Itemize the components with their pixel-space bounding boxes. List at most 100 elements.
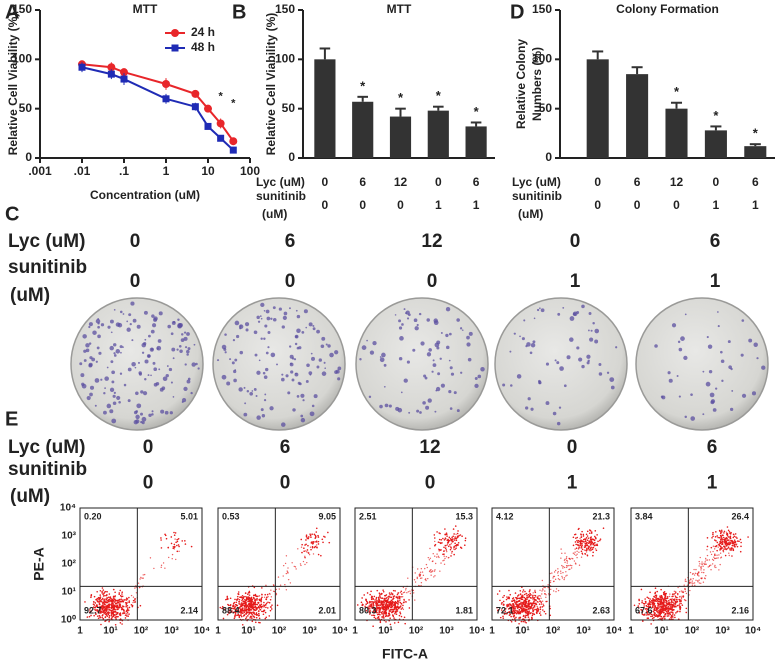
event bbox=[672, 610, 674, 612]
table-cell: 0 bbox=[397, 198, 404, 212]
event bbox=[532, 607, 534, 609]
event bbox=[723, 549, 724, 550]
event bbox=[166, 538, 168, 540]
event bbox=[447, 544, 448, 545]
colony bbox=[97, 347, 100, 350]
colony bbox=[233, 379, 237, 383]
x-tick-label: 10¹ bbox=[378, 626, 393, 637]
colony bbox=[300, 394, 304, 398]
event bbox=[261, 607, 263, 609]
event bbox=[389, 617, 391, 619]
colony bbox=[279, 308, 282, 311]
event bbox=[713, 556, 714, 557]
event bbox=[685, 591, 686, 592]
x-tick-label: 10⁴ bbox=[745, 626, 761, 637]
event bbox=[594, 530, 596, 532]
colony bbox=[301, 418, 305, 422]
event bbox=[713, 546, 714, 547]
table-cell: 1 bbox=[473, 198, 480, 212]
event bbox=[719, 537, 721, 539]
event bbox=[111, 607, 113, 609]
event bbox=[327, 532, 329, 534]
event bbox=[134, 602, 135, 603]
event bbox=[524, 616, 526, 618]
event bbox=[718, 569, 719, 570]
event bbox=[533, 601, 535, 603]
event bbox=[390, 607, 392, 609]
colony bbox=[134, 411, 137, 414]
event bbox=[402, 605, 404, 607]
colony bbox=[399, 326, 402, 329]
condition-value: 1 bbox=[567, 473, 578, 494]
event bbox=[603, 527, 605, 529]
event bbox=[665, 602, 667, 604]
colony bbox=[322, 371, 327, 376]
event bbox=[373, 601, 375, 603]
colony bbox=[316, 366, 319, 369]
event bbox=[587, 530, 589, 532]
event bbox=[717, 537, 719, 539]
colony bbox=[562, 307, 564, 309]
x-tick-label: 10⁴ bbox=[469, 626, 485, 637]
event bbox=[249, 610, 251, 612]
event bbox=[550, 589, 551, 590]
event bbox=[267, 594, 269, 596]
event bbox=[529, 590, 530, 591]
event bbox=[246, 596, 248, 598]
x-tick-label: 10³ bbox=[439, 626, 454, 637]
bar bbox=[390, 117, 411, 158]
event bbox=[708, 566, 709, 567]
event bbox=[252, 603, 254, 605]
condition-value: 1 bbox=[570, 271, 581, 292]
colony bbox=[415, 326, 419, 330]
colony bbox=[327, 344, 330, 347]
colony bbox=[235, 321, 240, 326]
event bbox=[430, 575, 431, 576]
event bbox=[588, 542, 590, 544]
event bbox=[540, 611, 541, 612]
colony bbox=[525, 406, 528, 409]
colony bbox=[142, 417, 147, 422]
event bbox=[705, 578, 706, 579]
event bbox=[681, 597, 682, 598]
event bbox=[712, 563, 713, 564]
event bbox=[449, 537, 451, 539]
colony bbox=[534, 318, 536, 320]
colony bbox=[264, 310, 266, 312]
event bbox=[594, 536, 596, 538]
event bbox=[385, 598, 387, 600]
event bbox=[680, 607, 682, 609]
event bbox=[150, 557, 151, 558]
event bbox=[456, 545, 458, 547]
colony bbox=[607, 372, 609, 374]
event bbox=[391, 611, 393, 613]
event bbox=[665, 594, 667, 596]
event bbox=[268, 615, 270, 617]
event bbox=[529, 596, 530, 597]
event bbox=[574, 552, 575, 553]
event bbox=[577, 544, 578, 545]
colony bbox=[222, 375, 227, 380]
colony bbox=[728, 340, 731, 343]
event bbox=[585, 544, 586, 545]
event bbox=[532, 608, 533, 609]
event bbox=[709, 559, 710, 560]
colony bbox=[401, 392, 403, 394]
event bbox=[654, 596, 656, 598]
event bbox=[566, 558, 567, 559]
x-tick-label: 10¹ bbox=[241, 626, 256, 637]
event bbox=[249, 594, 251, 596]
event bbox=[697, 580, 698, 581]
event bbox=[544, 590, 545, 591]
colony bbox=[441, 332, 443, 334]
event bbox=[112, 612, 114, 614]
colony bbox=[269, 406, 273, 410]
colony bbox=[530, 408, 533, 411]
event bbox=[562, 566, 563, 567]
colony bbox=[289, 345, 291, 347]
colony bbox=[267, 331, 270, 334]
event bbox=[307, 545, 309, 547]
event bbox=[526, 593, 528, 595]
event bbox=[665, 604, 667, 606]
colony bbox=[123, 313, 125, 315]
